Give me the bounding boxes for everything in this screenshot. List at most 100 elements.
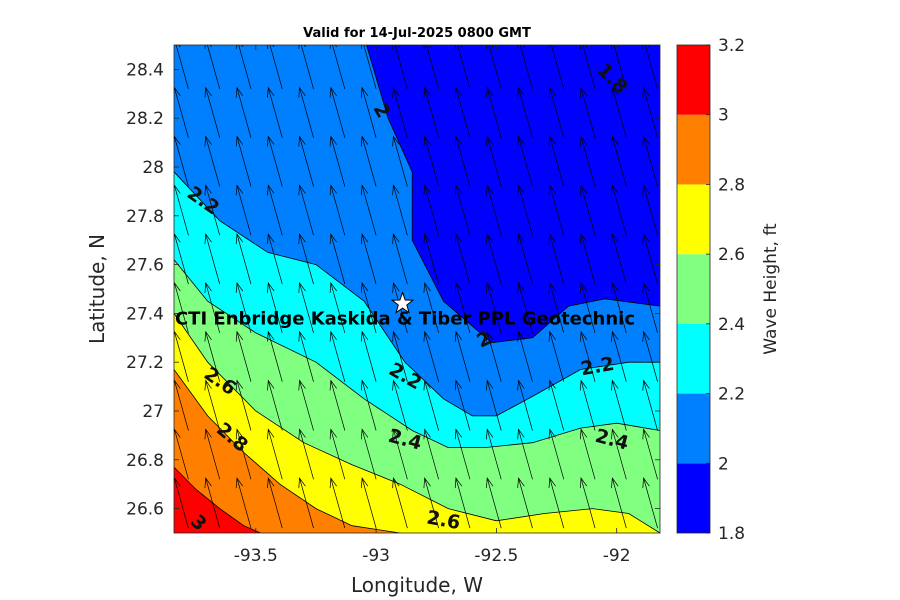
y-tick-label: 28.2 xyxy=(126,109,164,129)
wave-arrow xyxy=(611,379,627,431)
wave-arrow xyxy=(204,86,221,138)
wave-arrow xyxy=(298,233,314,285)
wave-arrow xyxy=(517,281,533,334)
site-star-icon xyxy=(390,291,415,314)
wave-arrow xyxy=(267,45,283,90)
wave-arrow xyxy=(517,135,533,187)
wave-arrow xyxy=(423,330,439,382)
contour-line-2.6 xyxy=(174,313,660,533)
wave-arrow xyxy=(642,379,658,431)
wave-arrow xyxy=(611,135,627,187)
wave-arrow xyxy=(486,135,502,187)
site-marker: CTI Enbridge Kaskida & Tiber PPL Geotech… xyxy=(175,291,635,330)
wave-arrow xyxy=(204,45,221,90)
colorbar-tick-label: 2.2 xyxy=(718,385,745,405)
wave-arrow xyxy=(360,184,377,236)
wave-arrow xyxy=(392,86,408,138)
wave-arrow xyxy=(392,379,408,431)
wave-arrow xyxy=(174,184,189,236)
wave-arrow xyxy=(423,379,439,431)
wave-arrow xyxy=(548,233,565,285)
wave-arrow xyxy=(298,281,314,334)
colorbar-band xyxy=(677,184,710,255)
wave-arrow xyxy=(423,428,439,480)
wave-arrow xyxy=(329,281,346,334)
wave-arrow xyxy=(174,281,189,334)
wave-arrow xyxy=(267,233,283,285)
wave-arrow xyxy=(329,233,346,285)
wave-arrow xyxy=(454,281,471,334)
wave-arrow xyxy=(423,281,439,334)
wave-arrow xyxy=(454,184,471,236)
wave-arrow xyxy=(486,330,502,382)
wave-arrow xyxy=(267,135,283,187)
wave-arrow xyxy=(174,86,189,138)
wave-arrow xyxy=(392,135,408,187)
wave-arrow xyxy=(517,233,533,285)
wave-arrow xyxy=(360,233,377,285)
wave-arrow xyxy=(642,135,658,187)
band-3-3.2 xyxy=(174,467,660,533)
wave-arrow xyxy=(329,45,346,90)
wave-arrow xyxy=(579,233,596,285)
wave-arrow xyxy=(392,477,408,529)
wave-arrow xyxy=(360,86,377,138)
contour-bands xyxy=(174,45,660,533)
colorbar-band xyxy=(677,254,710,324)
wave-arrow xyxy=(579,135,596,187)
wave-arrow xyxy=(235,45,252,90)
wave-arrow xyxy=(298,477,314,529)
colorbar-band xyxy=(677,323,710,394)
wave-arrow xyxy=(267,184,283,236)
x-tick-label: -92 xyxy=(603,546,631,566)
wave-arrow xyxy=(579,86,596,138)
x-tick-label: -93.5 xyxy=(234,546,278,566)
wave-arrow xyxy=(423,477,439,529)
colorbar-tick-label: 1.8 xyxy=(718,524,745,544)
wave-arrow xyxy=(267,330,283,382)
contour-lines xyxy=(174,45,660,533)
contour-line-3 xyxy=(174,466,261,533)
wave-arrow xyxy=(579,379,596,431)
wave-arrow xyxy=(235,281,252,334)
wave-arrow xyxy=(454,330,471,382)
colorbar-tick-label: 2.6 xyxy=(718,245,745,265)
wave-arrow xyxy=(517,184,533,236)
y-tick-label: 27.4 xyxy=(126,304,164,324)
wave-arrow xyxy=(517,477,533,529)
wave-arrow xyxy=(235,135,252,187)
wave-arrow xyxy=(360,45,377,90)
colorbar-band xyxy=(677,463,710,533)
plot-frame xyxy=(173,44,661,534)
wave-arrow xyxy=(235,86,252,138)
site-label: CTI Enbridge Kaskida & Tiber PPL Geotech… xyxy=(175,309,635,330)
wave-arrow xyxy=(579,477,596,529)
wave-arrow xyxy=(486,233,502,285)
wave-arrow xyxy=(548,379,565,431)
wave-arrow xyxy=(548,477,565,529)
colorbar-frame xyxy=(676,44,711,534)
wave-arrow xyxy=(329,477,346,529)
colorbar-tick-label: 2.8 xyxy=(718,175,745,195)
wave-arrow xyxy=(360,330,377,382)
wave-arrow xyxy=(486,184,502,236)
wave-arrow xyxy=(267,428,283,480)
colorbar-band xyxy=(677,114,710,185)
contour-line-2.2 xyxy=(174,171,660,417)
wave-arrow xyxy=(454,477,471,529)
x-tick-label: -92.5 xyxy=(474,546,518,566)
wave-arrow xyxy=(611,330,627,382)
y-tick-label: 26.6 xyxy=(126,500,164,520)
wave-arrow xyxy=(423,45,439,90)
wave-arrow xyxy=(267,379,283,431)
wave-arrow xyxy=(548,428,565,480)
wave-arrow xyxy=(611,233,627,285)
wave-arrow xyxy=(298,135,314,187)
wave-arrow xyxy=(423,184,439,236)
wave-arrow xyxy=(174,379,189,431)
wave-arrow xyxy=(642,45,658,90)
wave-arrow xyxy=(642,233,658,285)
wave-arrow xyxy=(548,281,565,334)
wave-arrow xyxy=(548,135,565,187)
